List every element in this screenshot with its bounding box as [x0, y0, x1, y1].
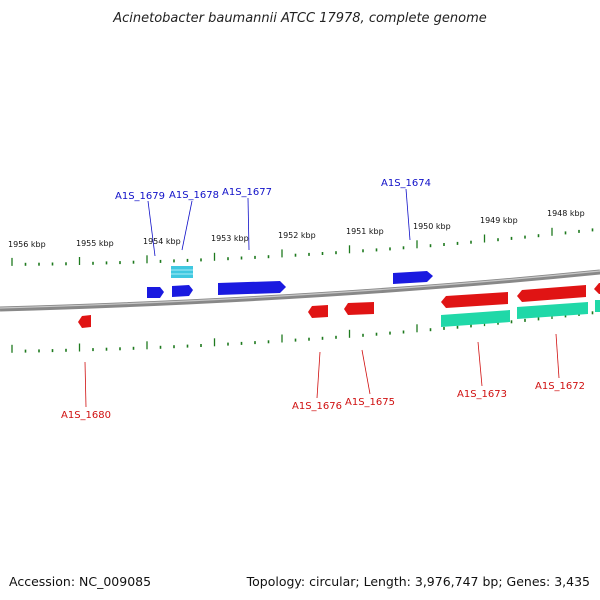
leader-line-a1s-1680	[84, 361, 87, 408]
leader-line-a1s-1673	[477, 341, 483, 387]
gene-label-a1s-1678[interactable]: A1S_1678	[169, 190, 219, 201]
genome-summary-text: Topology: circular; Length: 3,976,747 bp…	[246, 574, 590, 589]
gene-label-a1s-1674[interactable]: A1S_1674	[381, 178, 431, 189]
gene-a1s-1677[interactable]	[218, 281, 286, 295]
leader-line-a1s-1679	[147, 200, 156, 257]
gene-label-a1s-1672[interactable]: A1S_1672	[535, 381, 585, 392]
leader-line-a1s-1674	[405, 188, 411, 241]
ruler-label: 1954 kbp	[143, 237, 181, 246]
rna-gene-a1s-1672-pair[interactable]	[517, 302, 588, 319]
rna-gene-a1s-1673-pair[interactable]	[441, 310, 510, 327]
gene-a1s-1680[interactable]	[78, 315, 91, 328]
ruler-label: 1953 kbp	[211, 234, 249, 243]
map-title: Acinetobacter baumannii ATCC 17978, comp…	[112, 11, 487, 26]
accession-text: Accession: NC_009085	[9, 574, 151, 589]
gene-offscreen-reverse[interactable]	[594, 283, 600, 294]
ruler-label: 1952 kbp	[278, 231, 316, 240]
gene-a1s-1679[interactable]	[147, 287, 164, 298]
gene-a1s-1678[interactable]	[172, 285, 193, 297]
gene-label-a1s-1675[interactable]: A1S_1675	[345, 397, 395, 408]
gene-label-a1s-1677[interactable]: A1S_1677	[222, 187, 272, 198]
ruler-labels: 1956 kbp 1955 kbp 1954 kbp 1953 kbp 1952…	[8, 209, 585, 249]
leader-line-a1s-1675	[361, 349, 371, 395]
leader-line-a1s-1676	[316, 351, 321, 399]
leader-line-a1s-1678	[181, 200, 193, 251]
ruler-label: 1951 kbp	[346, 227, 384, 236]
gene-label-a1s-1676[interactable]: A1S_1676	[292, 401, 342, 412]
rna-gene-offscreen-pair[interactable]	[595, 300, 600, 312]
genome-backbone-highlight	[0, 270, 600, 309]
gene-labels: A1S_1679 A1S_1678 A1S_1677 A1S_1674 A1S_…	[61, 178, 585, 421]
gene-label-a1s-1679[interactable]: A1S_1679	[115, 191, 165, 202]
tick-marks	[11, 227, 594, 353]
gene-a1s-1673[interactable]	[441, 292, 508, 308]
gene-label-a1s-1673[interactable]: A1S_1673	[457, 389, 507, 400]
ruler-label: 1955 kbp	[76, 239, 114, 248]
ruler-label: 1956 kbp	[8, 240, 46, 249]
reverse-genes	[78, 283, 600, 328]
ruler-label: 1949 kbp	[480, 216, 518, 225]
gene-a1s-1672[interactable]	[517, 285, 586, 302]
leader-line-a1s-1672	[555, 333, 560, 379]
ruler-label: 1950 kbp	[413, 222, 451, 231]
leader-line-a1s-1677	[247, 197, 250, 251]
leader-lines	[84, 188, 560, 408]
genome-backbone	[0, 269, 600, 312]
gene-a1s-1676[interactable]	[308, 305, 328, 318]
ruler-label: 1948 kbp	[547, 209, 585, 218]
rna-gene-a1s-1678[interactable]	[171, 266, 193, 278]
gene-a1s-1675[interactable]	[344, 302, 374, 315]
forward-genes	[147, 266, 433, 298]
gene-a1s-1674[interactable]	[393, 271, 433, 284]
gene-label-a1s-1680[interactable]: A1S_1680	[61, 410, 111, 421]
